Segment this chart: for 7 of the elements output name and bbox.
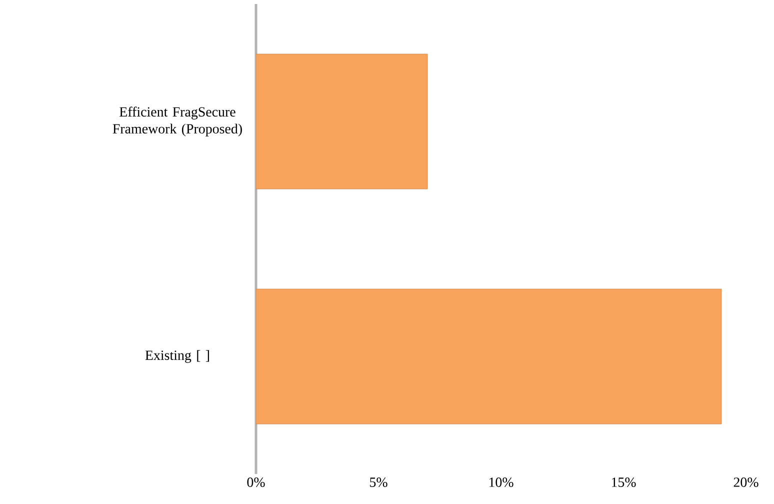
y-tick-label: Efficient FragSecure Framework (Proposed) [112, 106, 242, 136]
x-tick-label: 0% [247, 478, 265, 487]
y-tick-label: Existing [ ] [145, 350, 209, 363]
x-tick-label: 5% [370, 478, 388, 487]
x-tick-label: 10% [489, 478, 514, 487]
x-tick-label: 20% [734, 478, 758, 487]
x-tick-label: 15% [612, 478, 636, 487]
